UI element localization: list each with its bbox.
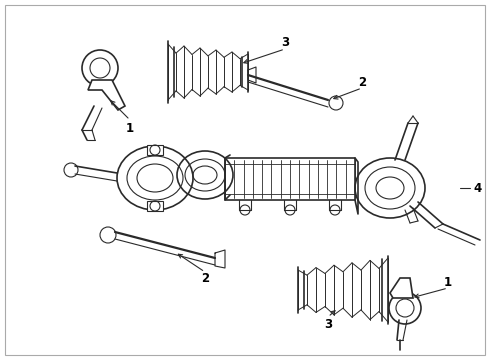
Text: 1: 1 (444, 275, 452, 288)
Polygon shape (147, 201, 163, 211)
Text: 4: 4 (474, 181, 482, 194)
Text: 3: 3 (324, 319, 332, 332)
Polygon shape (147, 145, 163, 155)
Text: 2: 2 (358, 76, 366, 89)
Polygon shape (88, 80, 125, 110)
Text: 3: 3 (281, 36, 289, 49)
Text: 2: 2 (201, 271, 209, 284)
Polygon shape (390, 278, 413, 298)
Text: 1: 1 (126, 122, 134, 135)
